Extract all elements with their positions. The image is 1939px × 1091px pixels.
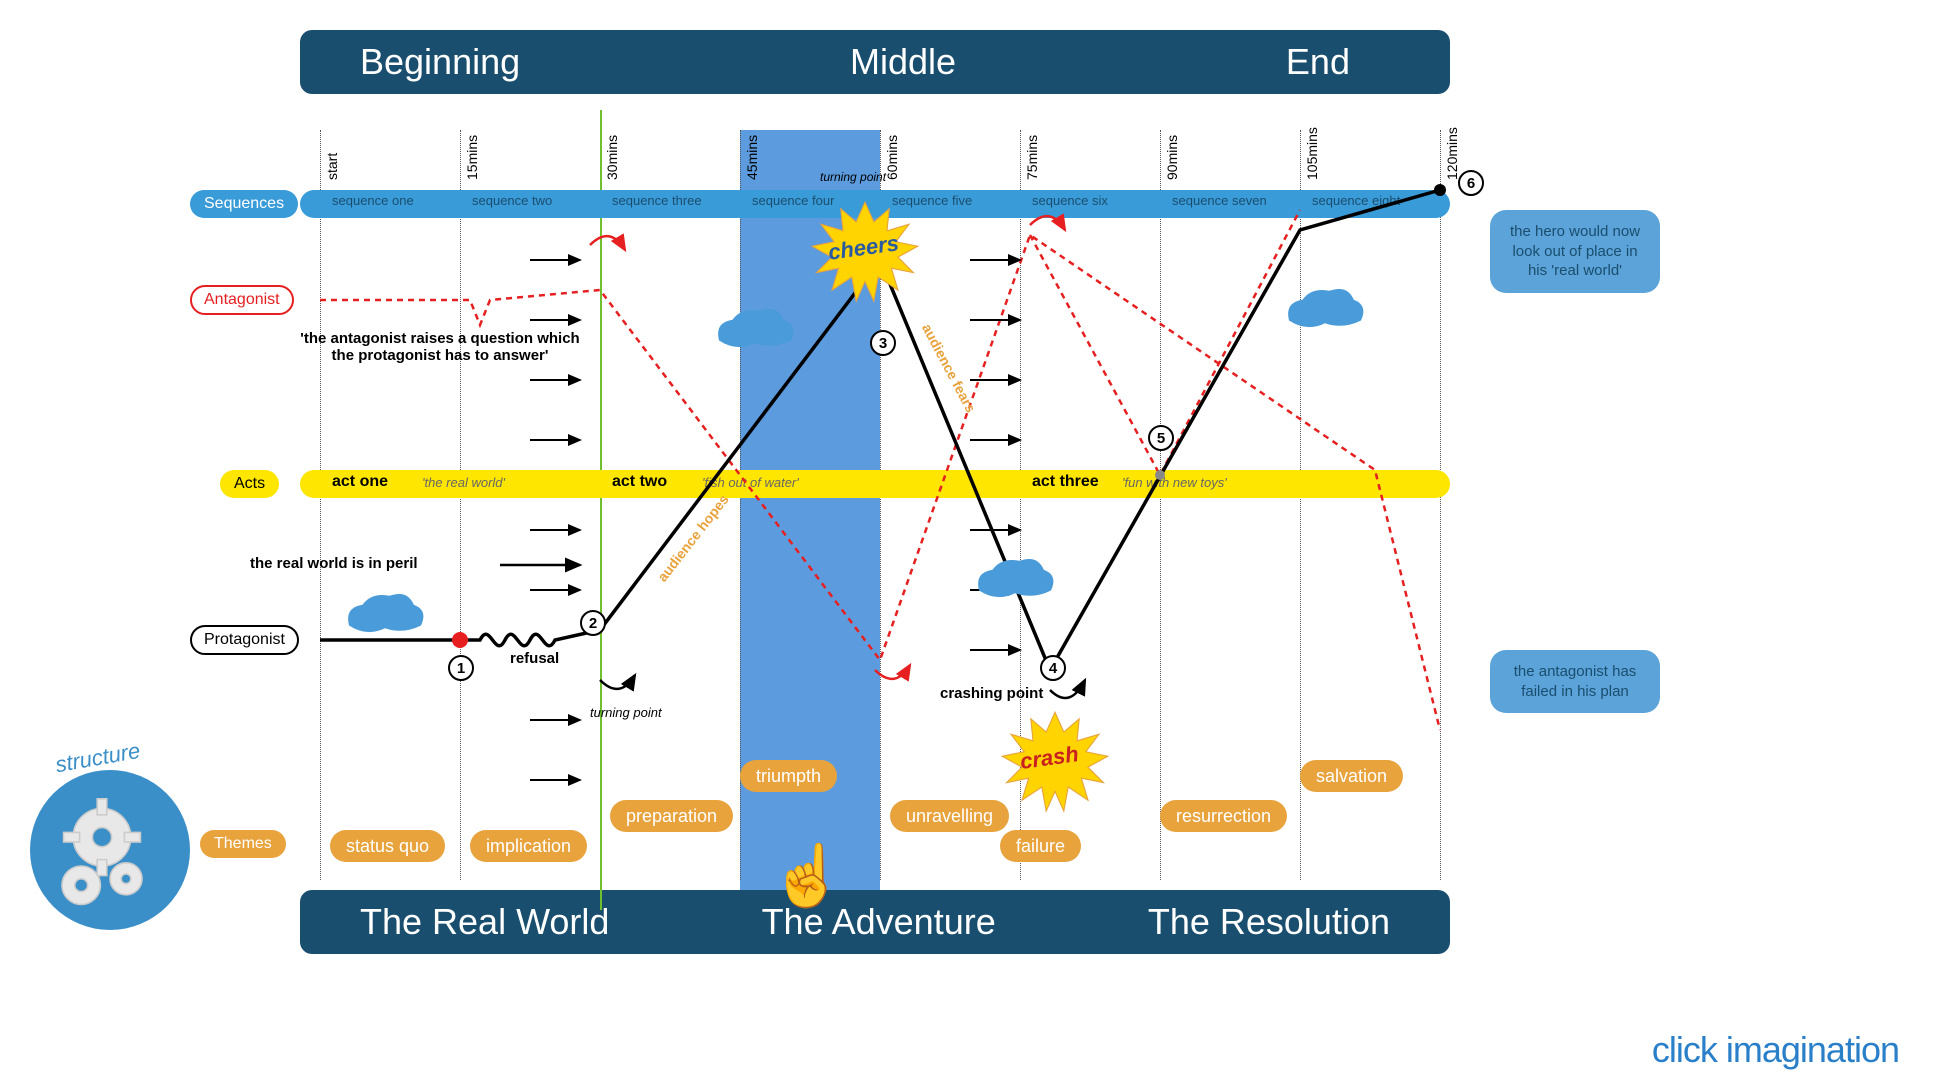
time-label: 60mins [884, 135, 900, 180]
sequences-row-label: Sequences [190, 190, 298, 218]
header-bar: Beginning Middle End [300, 30, 1450, 94]
blob-icon [340, 585, 430, 645]
sequence-label: sequence one [332, 193, 414, 208]
protagonist-label: Protagonist [190, 625, 299, 655]
audience-fears: audience fears [919, 321, 979, 415]
act-break-line [600, 110, 602, 910]
number-marker: 5 [1148, 425, 1174, 451]
sequence-label: sequence seven [1172, 193, 1267, 208]
cursor-icon: ☝ [770, 840, 845, 911]
sequence-label: sequence eight [1312, 193, 1400, 208]
act-sublabel: 'fish out of water' [702, 475, 799, 490]
time-label: 90mins [1164, 135, 1180, 180]
peril-text: the real world is in peril [250, 555, 418, 572]
gridline [320, 130, 321, 880]
gear-icon [30, 770, 190, 930]
act-label: act one [332, 473, 388, 491]
turning-point-top: turning point [820, 170, 886, 184]
antagonist-quote: 'the antagonist raises a question which … [300, 330, 580, 364]
act-label: act two [612, 473, 667, 491]
crashing-text: crashing point [940, 685, 1043, 702]
header-end: End [1286, 41, 1350, 83]
audience-hopes: audience hopes [654, 491, 732, 584]
time-label: 120mins [1444, 127, 1460, 180]
theme-pill: status quo [330, 830, 445, 862]
time-label: 15mins [464, 135, 480, 180]
time-label: start [324, 153, 340, 180]
theme-pill: implication [470, 830, 587, 862]
antagonist-label: Antagonist [190, 285, 294, 315]
gridline [1160, 130, 1161, 880]
themes-row-label: Themes [200, 830, 286, 858]
gridline [460, 130, 461, 880]
time-label: 75mins [1024, 135, 1040, 180]
theme-pill: unravelling [890, 800, 1009, 832]
gridline [1440, 130, 1441, 880]
act-sublabel: 'fun with new toys' [1122, 475, 1227, 490]
callout-box: the antagonist has failed in his plan [1490, 650, 1660, 713]
blob-icon [1280, 280, 1370, 340]
act-label: act three [1032, 473, 1099, 491]
callout-box: the hero would now look out of place in … [1490, 210, 1660, 293]
theme-pill: resurrection [1160, 800, 1287, 832]
footer-resolution: The Resolution [1148, 901, 1390, 943]
number-marker: 1 [448, 655, 474, 681]
time-label: 30mins [604, 135, 620, 180]
time-label: 45mins [744, 135, 760, 180]
sequence-label: sequence six [1032, 193, 1108, 208]
number-marker: 3 [870, 330, 896, 356]
blob-icon [970, 550, 1060, 610]
footer-real-world: The Real World [360, 901, 609, 943]
number-marker: 2 [580, 610, 606, 636]
act-sublabel: 'the real world' [422, 475, 505, 490]
header-beginning: Beginning [360, 41, 520, 83]
gridline [740, 130, 741, 880]
brand-logo: click imagination [1652, 1029, 1899, 1071]
number-marker: 6 [1458, 170, 1484, 196]
theme-pill: triumpth [740, 760, 837, 792]
theme-pill: preparation [610, 800, 733, 832]
header-middle: Middle [850, 41, 956, 83]
turning-point-low: turning point [590, 705, 662, 720]
sequence-label: sequence two [472, 193, 552, 208]
acts-row-label: Acts [220, 470, 279, 498]
sidebar-badge [30, 770, 190, 930]
sequence-label: sequence three [612, 193, 702, 208]
blob-icon [710, 300, 800, 360]
story-structure-diagram: Beginning Middle End The Real World The … [280, 30, 1680, 990]
time-label: 105mins [1304, 127, 1320, 180]
refusal-text: refusal [510, 650, 559, 667]
footer-bar: The Real World The Adventure The Resolut… [300, 890, 1450, 954]
theme-pill: salvation [1300, 760, 1403, 792]
number-marker: 4 [1040, 655, 1066, 681]
gridline [1300, 130, 1301, 880]
theme-pill: failure [1000, 830, 1081, 862]
